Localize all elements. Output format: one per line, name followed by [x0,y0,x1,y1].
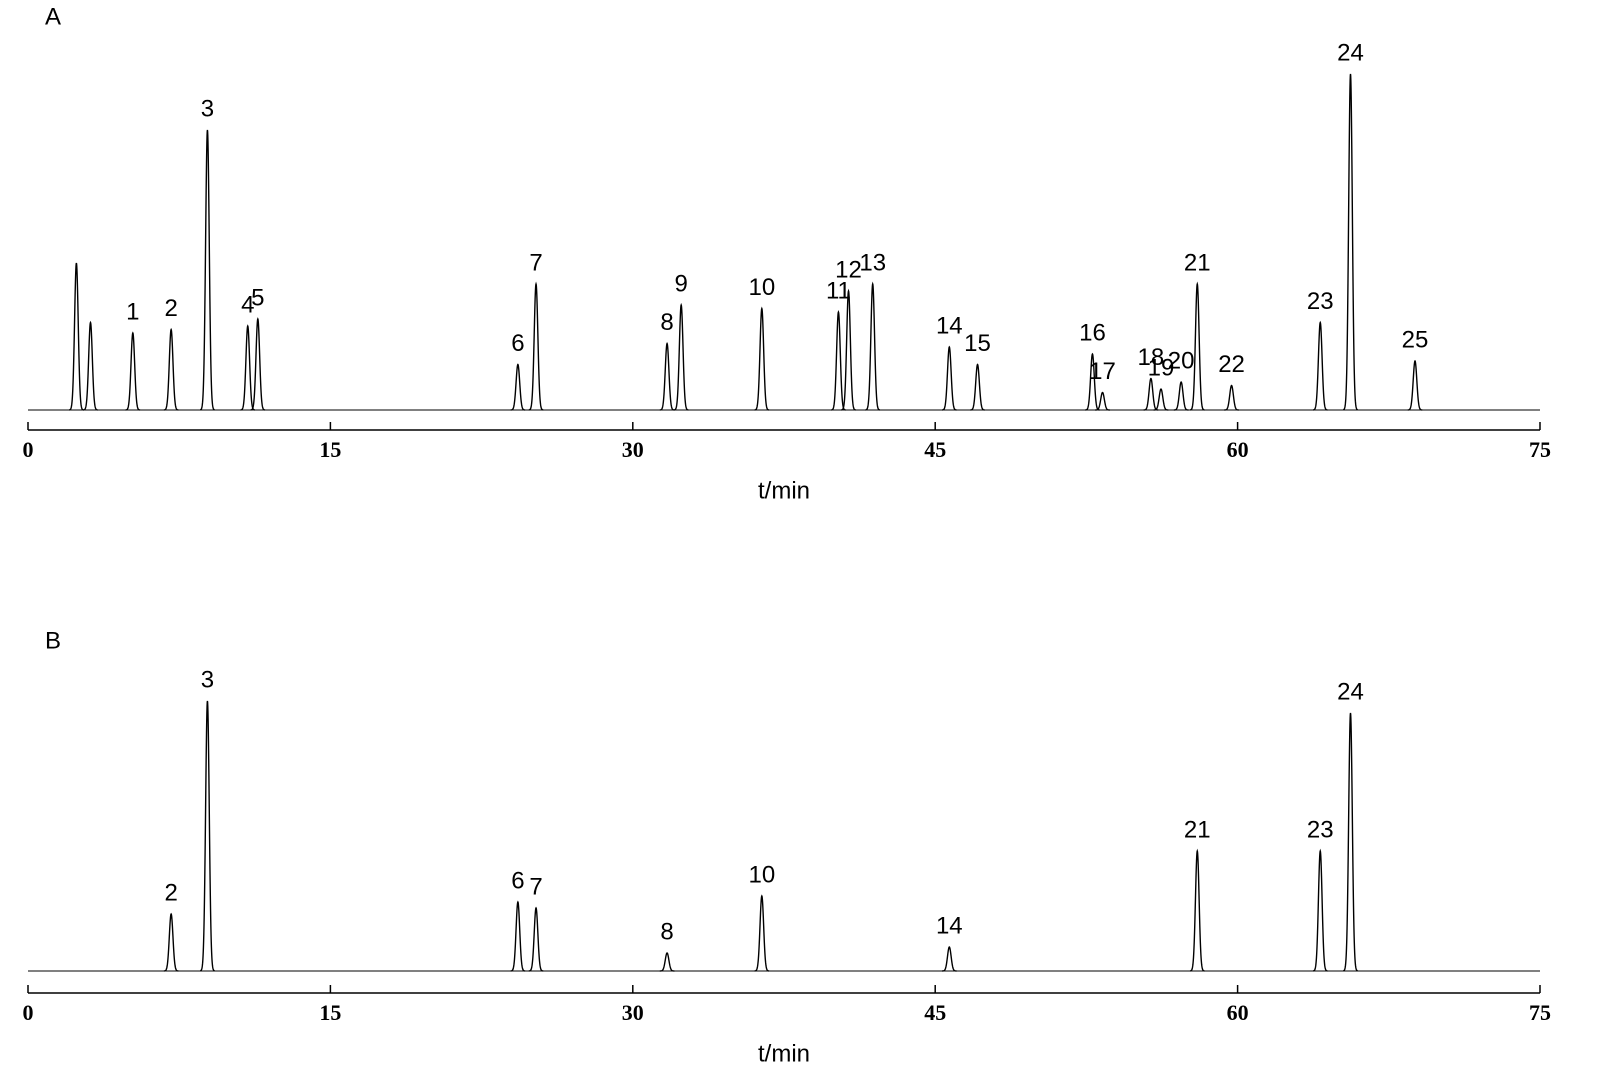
peak-label: 20 [1168,347,1195,374]
peak-label: 21 [1184,816,1211,843]
peak [528,281,544,411]
peak [831,309,846,411]
peak [83,320,98,411]
peak [942,946,957,972]
x-axis-label: t/min [758,1040,810,1067]
peak-label: 25 [1402,326,1429,353]
peak-label: 11 [826,277,851,304]
peak-label: 15 [964,330,991,357]
peak-label: 8 [660,918,673,945]
peak-label: 19 [1148,354,1175,381]
peak-label: 4 [241,291,254,318]
peak [163,912,179,972]
peak [163,327,179,411]
peak-label: 17 [1089,358,1116,385]
x-tick-label: 30 [622,1000,644,1025]
peak-label: 3 [201,666,214,693]
peak [250,317,266,411]
peak [659,952,675,972]
x-tick-label: 0 [23,437,34,462]
peak [1173,381,1189,411]
peak-label: 8 [660,309,673,336]
x-tick-label: 45 [924,437,946,462]
peak-label: 2 [164,295,177,322]
peak [200,700,215,972]
peak [1085,352,1100,411]
peak-label: 14 [936,312,963,339]
peak [240,324,256,411]
peak [1143,377,1159,411]
peak-label: 6 [511,867,524,894]
peak [199,129,215,411]
x-tick-label: 15 [319,437,341,462]
peak-label: 10 [748,274,775,301]
peak [1407,359,1423,411]
x-tick-label: 75 [1529,437,1551,462]
peak [659,342,675,411]
peak-label: 24 [1337,678,1364,705]
peak [1189,281,1205,411]
peak [970,363,985,411]
peak [1095,391,1110,411]
peak [528,906,544,972]
peak [510,900,526,972]
peak-label: 6 [511,330,524,357]
panel-title: B [45,627,61,654]
peak-label: 14 [936,912,963,939]
peak [1343,73,1358,411]
peak [69,262,84,411]
peak [865,281,881,411]
peak-label: 18 [1138,344,1165,371]
peak-label: 5 [251,284,264,311]
x-tick-label: 15 [319,1000,341,1025]
peak [1312,848,1328,972]
peak [1312,320,1328,411]
x-tick-label: 45 [924,1000,946,1025]
x-tick-label: 60 [1227,1000,1249,1025]
x-axis-label: t/min [758,477,810,504]
panel-title: A [45,3,61,30]
x-tick-label: 0 [23,1000,34,1025]
peak-label: 23 [1307,288,1334,315]
peak [1189,848,1205,972]
x-tick-label: 60 [1227,437,1249,462]
peak [125,331,141,411]
peak [942,345,957,411]
peak [510,363,526,411]
peak-label: 16 [1079,319,1106,346]
peak-label: 9 [675,270,688,297]
peak [1343,712,1358,972]
peak-label: 10 [748,861,775,888]
x-tick-label: 75 [1529,1000,1551,1025]
peak [1224,384,1239,411]
peak-label: 23 [1307,816,1334,843]
peak-label: 21 [1184,249,1211,276]
peak [1153,388,1169,411]
peak-label: 2 [164,879,177,906]
peak-label: 1 [126,298,139,325]
peak [841,288,856,411]
peak-label: 12 [835,256,862,283]
peak [754,306,770,411]
peak-label: 3 [201,95,214,122]
peak [754,894,770,972]
peak-label: 24 [1337,39,1364,66]
peak-label: 7 [529,873,542,900]
peak-label: 13 [859,249,886,276]
peak-label: 22 [1218,351,1245,378]
x-tick-label: 30 [622,437,644,462]
peak [673,302,689,411]
peak-label: 7 [529,249,542,276]
